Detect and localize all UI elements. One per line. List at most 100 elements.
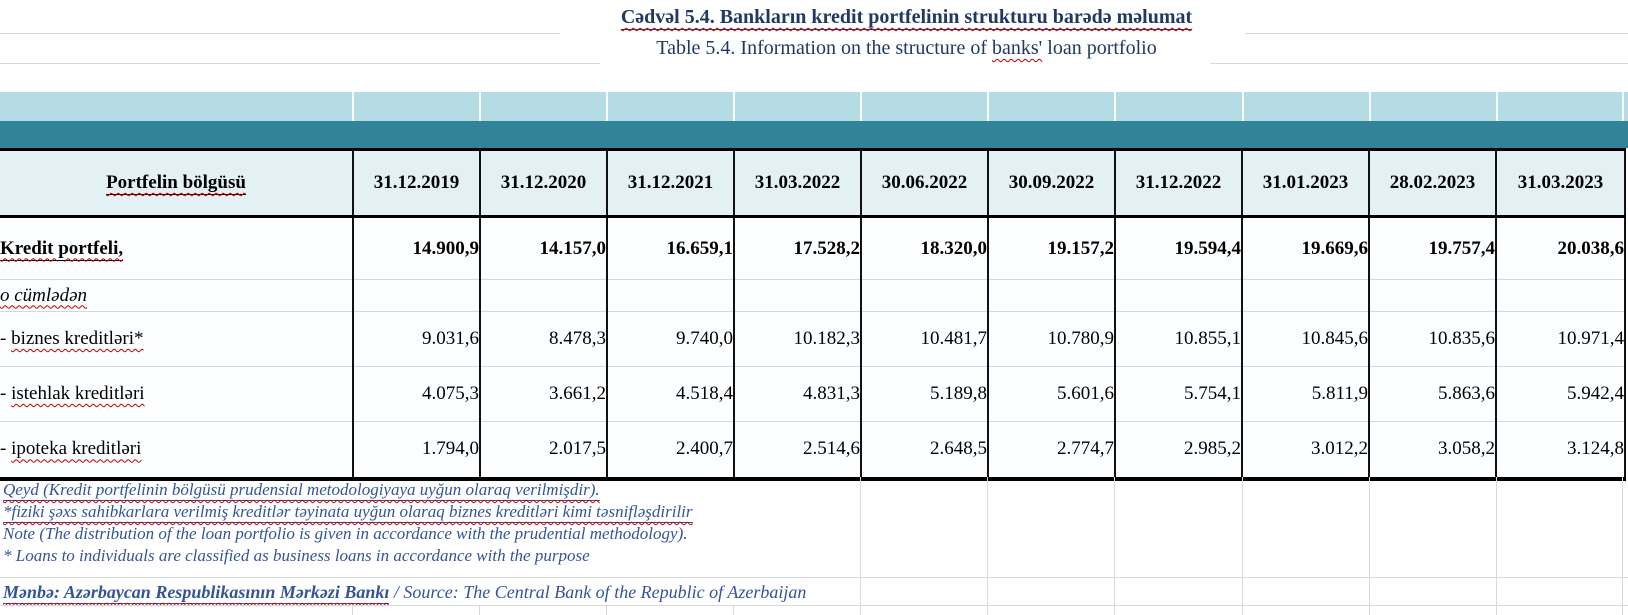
note-az-methodology: Qeyd (Kredit portfelinin bölgüsü prudens… xyxy=(3,479,600,501)
cell[interactable]: 2.017,5 xyxy=(479,421,607,481)
sheet-gridline xyxy=(1242,477,1243,615)
cell[interactable]: 4.518,4 xyxy=(606,366,734,422)
cell[interactable]: 5.942,4 xyxy=(1495,366,1626,422)
cell[interactable]: 2.514,6 xyxy=(733,421,861,481)
cell[interactable]: 3.124,8 xyxy=(1495,421,1626,481)
sheet-gridline xyxy=(352,605,353,615)
label-text: Kredit portfeli, xyxy=(0,237,124,259)
cell[interactable] xyxy=(479,279,607,312)
label-underline: Kredit portfeli, xyxy=(0,237,124,261)
table-title-az: Cədvəl 5.4. Bankların kredit portfelinin… xyxy=(185,2,1628,33)
cell[interactable]: 8.478,3 xyxy=(479,311,607,367)
cell[interactable]: 4.831,3 xyxy=(733,366,861,422)
date-header-cell[interactable]: 30.06.2022 xyxy=(860,148,988,218)
row-label-cell[interactable]: Kredit portfeli, xyxy=(0,216,353,280)
cell[interactable] xyxy=(352,279,480,312)
cell[interactable]: 19.757,4 xyxy=(1368,216,1496,280)
row-label-cell[interactable]: - ipoteka kreditləri xyxy=(0,421,353,481)
cell[interactable]: 1.794,0 xyxy=(352,421,480,481)
cell[interactable] xyxy=(860,279,988,312)
date-header-cell[interactable]: 31.01.2023 xyxy=(1241,148,1369,218)
date-header-cell[interactable]: 31.03.2023 xyxy=(1495,148,1626,218)
label-text: ipoteka kreditləri xyxy=(11,438,142,460)
cell[interactable]: 5.601,6 xyxy=(987,366,1115,422)
date-header-cell[interactable]: 30.09.2022 xyxy=(987,148,1115,218)
cell[interactable]: 10.780,9 xyxy=(987,311,1115,367)
cell[interactable] xyxy=(606,279,734,312)
cell[interactable]: 5.863,6 xyxy=(1368,366,1496,422)
cell[interactable]: 3.661,2 xyxy=(479,366,607,422)
cell[interactable] xyxy=(1368,279,1496,312)
cell[interactable] xyxy=(987,279,1115,312)
row-label-cell[interactable]: - istehlak kreditləri xyxy=(0,366,353,422)
band-gridline xyxy=(352,92,354,121)
title-en-pre: Table 5.4. Information on the structure … xyxy=(656,37,993,59)
light-blue-band xyxy=(0,92,1628,121)
cell[interactable]: 3.012,2 xyxy=(1241,421,1369,481)
cell[interactable]: 2.985,2 xyxy=(1114,421,1242,481)
cell[interactable] xyxy=(1114,279,1242,312)
band-gridline xyxy=(479,92,481,121)
cell[interactable]: 2.774,7 xyxy=(987,421,1115,481)
source-divider: / xyxy=(389,582,404,602)
cell[interactable]: 10.182,3 xyxy=(733,311,861,367)
source-az-text: Mənbə: Azərbaycan Respublikasının Mərkəz… xyxy=(3,582,390,602)
date-header-cell[interactable]: 31.12.2022 xyxy=(1114,148,1242,218)
cell[interactable]: 14.157,0 xyxy=(479,216,607,280)
row-business-loans: - biznes kreditləri* 9.031,6 8.478,3 9.7… xyxy=(0,311,1626,367)
cell[interactable]: 19.157,2 xyxy=(987,216,1115,280)
sheet-gridline xyxy=(0,63,600,64)
label-prefix: - xyxy=(0,328,12,349)
cell[interactable]: 14.900,9 xyxy=(352,216,480,280)
cell[interactable]: 19.594,4 xyxy=(1114,216,1242,280)
cell[interactable]: 5.811,9 xyxy=(1241,366,1369,422)
band-gridline xyxy=(1496,92,1498,121)
date-header-cell[interactable]: 31.12.2021 xyxy=(606,148,734,218)
date-header-cell[interactable]: 31.12.2019 xyxy=(352,148,480,218)
band-gridline xyxy=(1622,92,1624,121)
sheet-gridline xyxy=(860,477,861,615)
table-title-en: Table 5.4. Information on the structure … xyxy=(185,34,1628,63)
row-consumer-loans: - istehlak kreditləri 4.075,3 3.661,2 4.… xyxy=(0,366,1626,422)
cell[interactable]: 3.058,2 xyxy=(1368,421,1496,481)
cell[interactable]: 16.659,1 xyxy=(606,216,734,280)
cell[interactable]: 10.855,1 xyxy=(1114,311,1242,367)
cell[interactable] xyxy=(1495,279,1626,312)
title-en-wavy: banks' xyxy=(992,37,1043,59)
cell[interactable] xyxy=(1241,279,1369,312)
cell[interactable]: 9.740,0 xyxy=(606,311,734,367)
row-label-cell[interactable]: - biznes kreditləri* xyxy=(0,311,353,367)
teal-band xyxy=(0,121,1628,148)
band-gridline xyxy=(1369,92,1371,121)
cell[interactable]: 17.528,2 xyxy=(733,216,861,280)
date-header-cell[interactable]: 31.03.2022 xyxy=(733,148,861,218)
cell[interactable]: 2.400,7 xyxy=(606,421,734,481)
cell[interactable]: 19.669,6 xyxy=(1241,216,1369,280)
source-line: Mənbə: Azərbaycan Respublikasının Mərkəz… xyxy=(3,579,806,605)
row-total-loan-portfolio: Kredit portfeli, 14.900,9 14.157,0 16.65… xyxy=(0,216,1626,280)
sheet-gridline xyxy=(1622,477,1623,615)
cell[interactable]: 5.754,1 xyxy=(1114,366,1242,422)
cell[interactable]: 10.835,6 xyxy=(1368,311,1496,367)
band-gridline xyxy=(1114,92,1116,121)
cell[interactable]: 2.648,5 xyxy=(860,421,988,481)
cell[interactable]: 18.320,0 xyxy=(860,216,988,280)
note-text: Qeyd (Kredit portfelinin bölgüsü prudens… xyxy=(3,480,600,499)
band-gridline xyxy=(860,92,862,121)
cell[interactable] xyxy=(733,279,861,312)
cell[interactable]: 9.031,6 xyxy=(352,311,480,367)
cell[interactable]: 4.075,3 xyxy=(352,366,480,422)
date-header-cell[interactable]: 31.12.2020 xyxy=(479,148,607,218)
band-gridline xyxy=(733,92,735,121)
title-en-post: loan portfolio xyxy=(1042,37,1157,59)
date-header-cell[interactable]: 28.02.2023 xyxy=(1368,148,1496,218)
cell[interactable]: 10.971,4 xyxy=(1495,311,1626,367)
corner-header-cell[interactable]: Portfelin bölgüsü xyxy=(0,148,353,218)
row-label-cell[interactable]: o cümlədən xyxy=(0,279,353,312)
label-text: biznes kreditləri* xyxy=(11,328,144,349)
cell[interactable]: 10.481,7 xyxy=(860,311,988,367)
cell[interactable]: 10.845,6 xyxy=(1241,311,1369,367)
cell[interactable]: 5.189,8 xyxy=(860,366,988,422)
cell[interactable]: 20.038,6 xyxy=(1495,216,1626,280)
corner-header-underline: Portfelin bölgüsü xyxy=(106,172,246,195)
